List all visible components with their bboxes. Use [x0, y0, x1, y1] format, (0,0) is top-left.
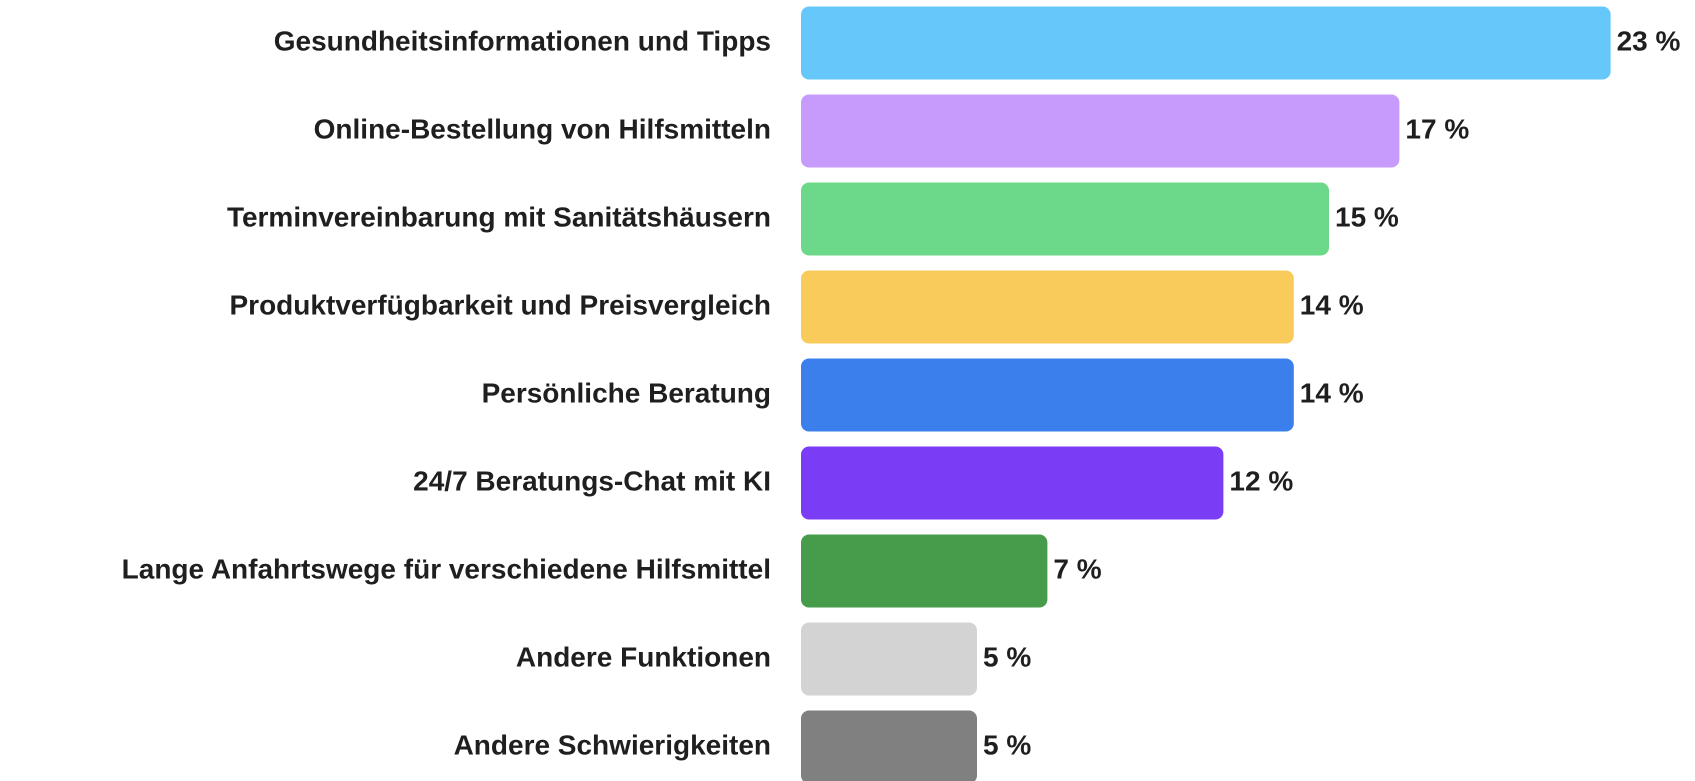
bar [801, 622, 977, 696]
value-label: 17 % [1405, 113, 1469, 144]
bar [801, 94, 1400, 168]
category-label: Andere Funktionen [516, 641, 771, 672]
category-label: Terminvereinbarung mit Sanitätshäusern [227, 201, 771, 232]
value-label: 7 % [1053, 553, 1101, 584]
category-label: Lange Anfahrtswege für verschiedene Hilf… [122, 553, 771, 584]
category-label: Gesundheitsinformationen und Tipps [274, 25, 771, 56]
bar [801, 182, 1329, 256]
bar [801, 358, 1294, 432]
bar [801, 534, 1048, 608]
value-label: 23 % [1617, 25, 1681, 56]
value-label: 5 % [983, 729, 1031, 760]
category-label: Online-Bestellung von Hilfsmitteln [314, 113, 771, 144]
bar [801, 270, 1294, 344]
value-label: 12 % [1229, 465, 1293, 496]
value-label: 14 % [1300, 377, 1364, 408]
category-label: Produktverfügbarkeit und Preisvergleich [230, 289, 772, 320]
bar [801, 710, 977, 781]
value-label: 14 % [1300, 289, 1364, 320]
category-label: Persönliche Beratung [482, 377, 771, 408]
value-label: 15 % [1335, 201, 1399, 232]
bar [801, 6, 1611, 80]
bar [801, 446, 1224, 520]
value-label: 5 % [983, 641, 1031, 672]
category-label: Andere Schwierigkeiten [454, 729, 771, 760]
category-label: 24/7 Beratungs-Chat mit KI [413, 465, 771, 496]
